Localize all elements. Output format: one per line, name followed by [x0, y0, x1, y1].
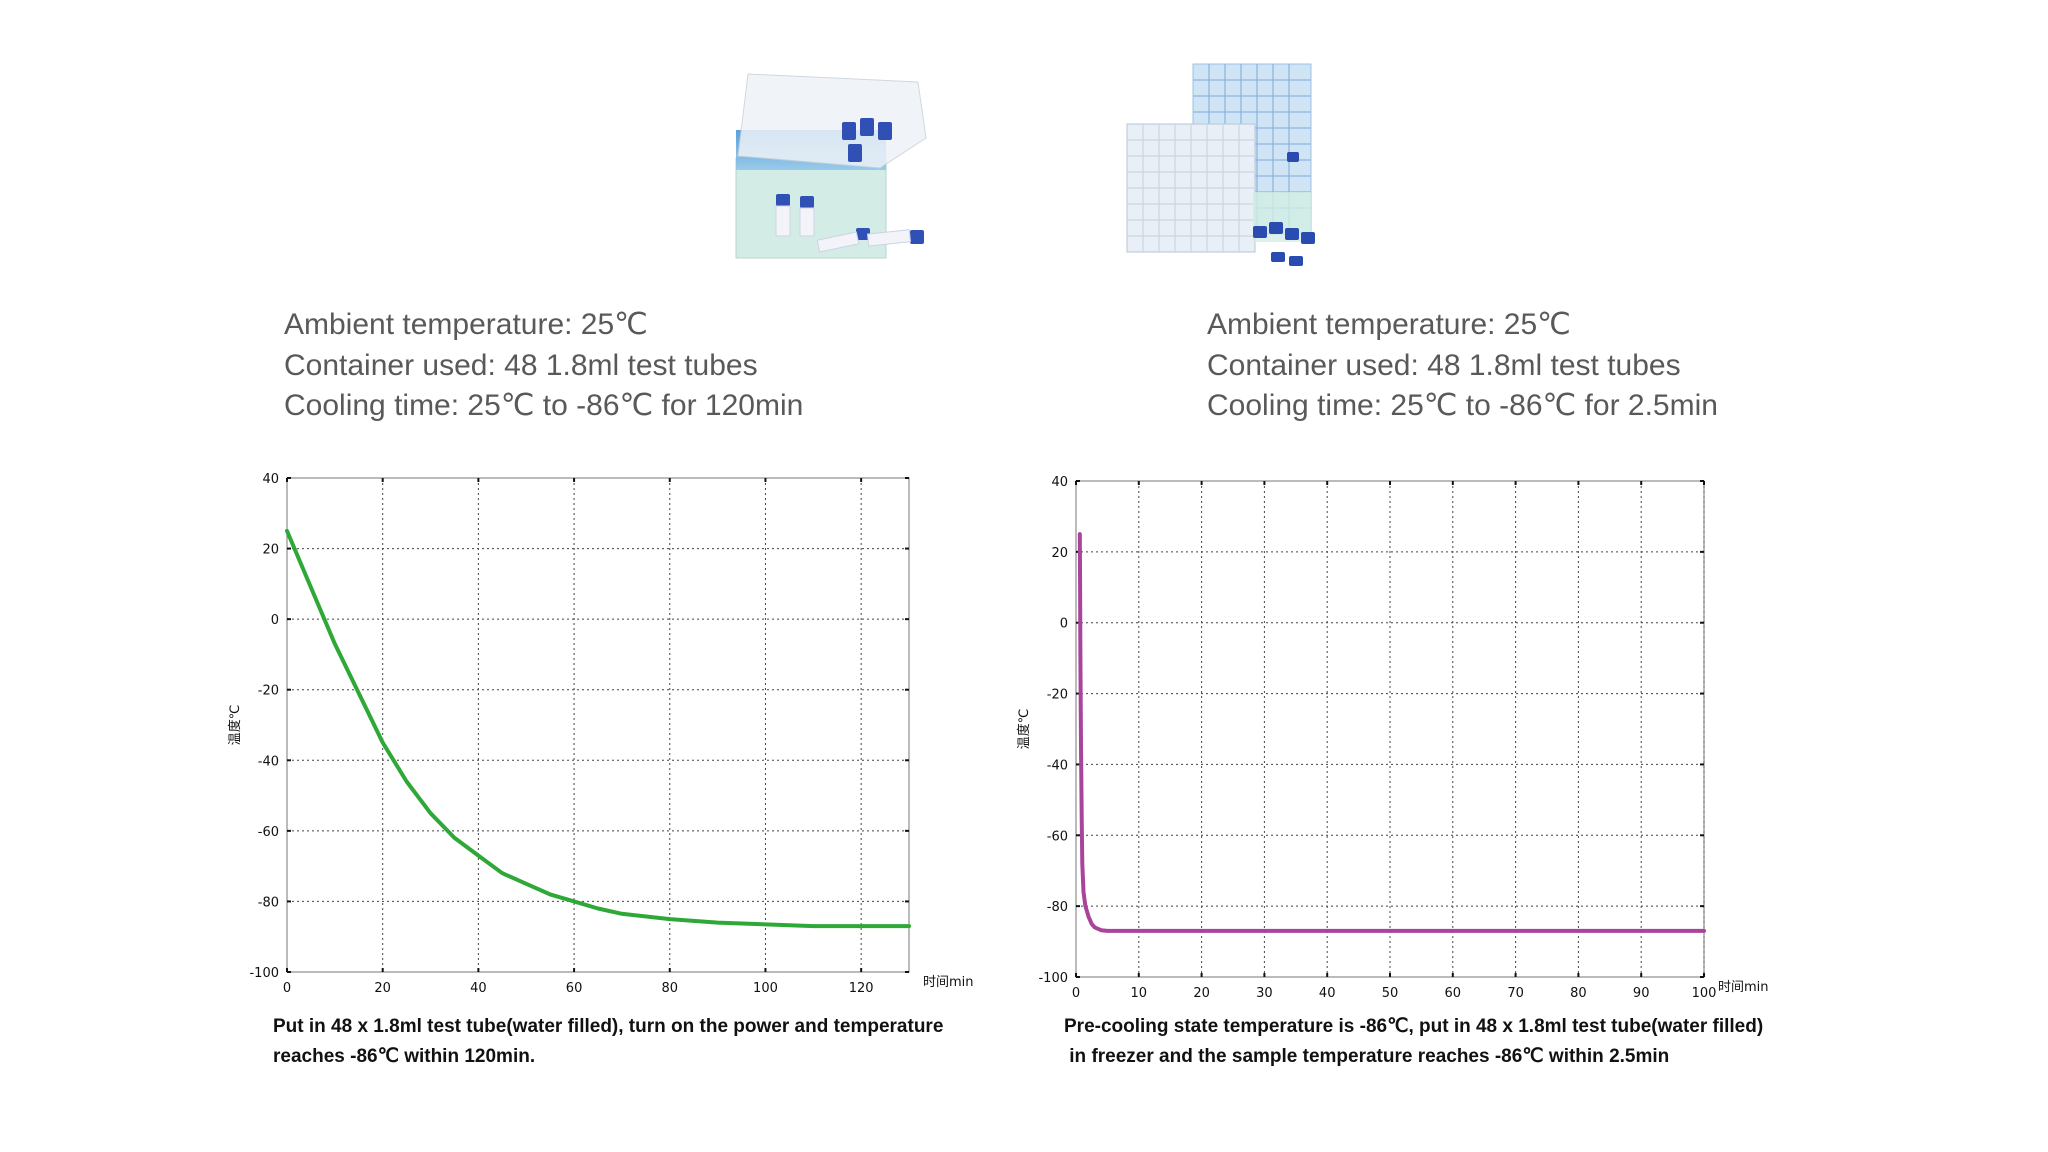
right-x-tick-label: 90: [1633, 986, 1650, 1001]
right-caption-line-2: in freezer and the sample temperature re…: [1064, 1046, 1670, 1067]
left-x-axis-label: 时间min: [923, 975, 974, 990]
left-ambient-temperature: Ambient temperature: 25℃: [284, 308, 648, 341]
left-x-tick-label: 0: [283, 981, 291, 996]
left-x-tick-label: 100: [753, 981, 778, 996]
left-y-tick-label: 20: [262, 543, 279, 558]
right-temperature-series-line: [1077, 532, 1706, 933]
right-y-tick-label: -100: [1038, 971, 1068, 986]
right-y-axis-label: 温度℃: [1016, 709, 1032, 750]
right-y-tick-label: -60: [1047, 829, 1068, 844]
right-container-used: Container used: 48 1.8ml test tubes: [1207, 348, 1681, 382]
left-y-tick-label: -60: [258, 825, 279, 840]
right-y-tick-label: 40: [1051, 475, 1068, 490]
freezer-box-with-lid-image: [735, 73, 927, 259]
left-y-tick-label: -100: [249, 966, 279, 981]
right-x-tick-label: 50: [1382, 986, 1399, 1001]
right-x-axis-label: 时间min: [1718, 980, 1769, 995]
right-x-tick-label: 70: [1507, 986, 1524, 1001]
left-y-tick-label: 0: [271, 613, 279, 628]
right-y-tick-label: -40: [1047, 758, 1068, 773]
left-container-used: Container used: 48 1.8ml test tubes: [284, 348, 758, 382]
right-y-tick-label: -20: [1047, 688, 1068, 703]
right-x-tick-label: 60: [1445, 986, 1462, 1001]
left-y-tick-label: -40: [258, 754, 279, 769]
freezer-grid-boxes-image: [1126, 63, 1315, 266]
left-info-block: Ambient temperature: 25℃ Container used:…: [284, 305, 803, 427]
left-x-tick-label: 60: [566, 981, 583, 996]
left-caption-line-1: Put in 48 x 1.8ml test tube(water filled…: [273, 1016, 944, 1037]
left-y-tick-label: 40: [262, 472, 279, 487]
right-x-tick-label: 100: [1692, 986, 1717, 1001]
left-x-tick-label: 40: [470, 981, 487, 996]
right-y-tick-label: 20: [1051, 546, 1068, 561]
left-temperature-series-line: [285, 528, 911, 929]
right-caption-line-1: Pre-cooling state temperature is -86℃, p…: [1064, 1016, 1764, 1037]
right-ambient-temperature: Ambient temperature: 25℃: [1207, 308, 1571, 341]
left-x-tick-label: 120: [849, 981, 874, 996]
right-cooling-time: Cooling time: 25℃ to -86℃ for 2.5min: [1207, 389, 1718, 422]
right-x-tick-label: 10: [1131, 986, 1148, 1001]
right-y-tick-label: -80: [1047, 900, 1068, 915]
left-x-tick-label: 20: [374, 981, 391, 996]
right-y-tick-label: 0: [1060, 617, 1068, 632]
left-cooling-time: Cooling time: 25℃ to -86℃ for 120min: [284, 389, 804, 422]
left-y-tick-label: -80: [258, 895, 279, 910]
left-plot-frame: [286, 477, 910, 973]
right-info-block: Ambient temperature: 25℃ Container used:…: [1207, 305, 1718, 427]
left-caption: Put in 48 x 1.8ml test tube(water filled…: [273, 1012, 943, 1072]
right-caption: Pre-cooling state temperature is -86℃, p…: [1064, 1012, 1763, 1072]
left-x-tick-label: 80: [661, 981, 678, 996]
left-caption-line-2: reaches -86℃ within 120min.: [273, 1046, 536, 1067]
right-x-tick-label: 80: [1570, 986, 1587, 1001]
right-x-tick-label: 30: [1256, 986, 1273, 1001]
right-x-tick-label: 20: [1193, 986, 1210, 1001]
left-y-tick-label: -20: [258, 684, 279, 699]
right-x-tick-label: 0: [1072, 986, 1080, 1001]
left-y-axis-label: 温度℃: [227, 705, 243, 746]
right-x-tick-label: 40: [1319, 986, 1336, 1001]
